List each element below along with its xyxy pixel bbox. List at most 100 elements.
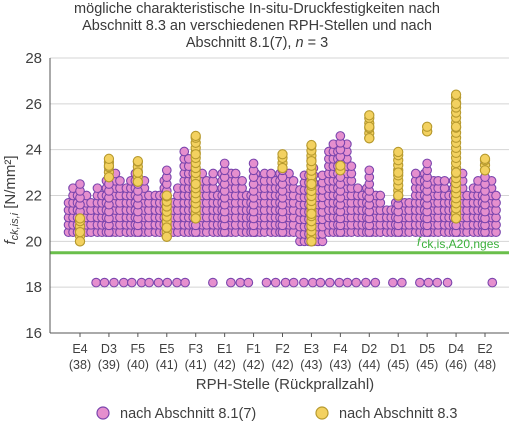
point-8-1	[179, 146, 190, 157]
x-tick-sublabel: (42)	[271, 358, 293, 372]
x-tick-sublabel: (42)	[242, 358, 264, 372]
x-tick-label: F3	[188, 342, 203, 356]
point-8-1	[439, 175, 450, 186]
point-8-3	[306, 155, 317, 167]
point-8-1-low	[288, 277, 299, 288]
point-8-1-low	[180, 277, 190, 288]
point-8-1-low	[153, 277, 164, 288]
x-tick-label: F1	[246, 342, 261, 356]
y-axis-label-base: f	[2, 239, 19, 245]
point-8-3	[335, 160, 346, 171]
point-8-1-low	[208, 277, 218, 288]
y-axis-label-unit: [N/mm²]	[2, 155, 19, 213]
y-tick-label: 28	[25, 50, 42, 67]
point-8-3	[277, 162, 288, 174]
x-tick-label: D4	[448, 342, 464, 356]
point-8-1-low	[442, 277, 453, 288]
chart-title-line3-var: n	[295, 35, 304, 51]
point-8-3	[450, 98, 462, 109]
point-8-3	[132, 176, 144, 187]
point-8-3	[450, 167, 462, 178]
point-8-3	[393, 190, 404, 201]
legend: nach Abschnitt 8.1(7) nach Abschnitt 8.3	[96, 406, 458, 422]
chart-title-line3: Abschnitt 8.1(7), n = 3	[0, 35, 514, 52]
x-tick-label: E1	[217, 342, 232, 356]
point-8-3	[479, 165, 491, 176]
point-8-3	[103, 153, 115, 164]
point-8-1-low	[99, 277, 110, 288]
point-8-3	[393, 167, 404, 178]
axes: 16 18 20 22 24 26 28 E4 (38) D3 (39) F5 (40) E5 (41) F3…	[25, 50, 509, 372]
x-tick-sublabel: (45)	[416, 358, 438, 372]
x-tick-label: E5	[159, 342, 174, 356]
point-8-1-low	[370, 277, 381, 288]
point-8-1-low	[243, 277, 254, 288]
point-8-1	[288, 175, 299, 186]
x-tick-sublabel: (38)	[69, 358, 91, 372]
point-8-1-low	[162, 277, 173, 288]
data-points	[63, 89, 501, 288]
point-8-3	[393, 146, 404, 158]
chart-title-line2: Abschnitt 8.3 an verschiedenen RPH-Stell…	[82, 18, 432, 34]
point-8-1-low	[235, 277, 246, 288]
point-8-3	[103, 172, 115, 183]
point-8-3	[277, 149, 288, 160]
point-8-3	[306, 139, 317, 151]
x-tick-label: F2	[275, 342, 290, 356]
point-8-3	[306, 236, 317, 247]
reference-line-label-base: f	[417, 235, 422, 249]
point-8-3	[364, 110, 375, 121]
x-tick-label: F4	[333, 342, 348, 356]
x-tick-label: E4	[72, 342, 87, 356]
point-8-3	[74, 236, 86, 247]
x-tick-label: D1	[390, 342, 406, 356]
x-tick-sublabel: (39)	[98, 358, 120, 372]
x-tick-sublabel: (48)	[474, 358, 496, 372]
y-axis-label-sub: ck,is,i	[9, 212, 21, 240]
point-8-1-low	[172, 277, 182, 288]
x-tick-sublabel: (45)	[387, 358, 409, 372]
x-tick-label: D3	[101, 342, 117, 356]
point-8-1	[219, 158, 230, 169]
point-8-1-low	[360, 277, 371, 288]
point-8-1	[346, 161, 357, 172]
point-8-3	[190, 213, 201, 224]
point-8-1-low	[315, 277, 326, 288]
point-8-1	[237, 175, 247, 186]
point-8-1	[115, 175, 125, 186]
point-8-1	[230, 168, 241, 179]
x-tick-label: F5	[131, 342, 146, 356]
x-tick-sublabel: (42)	[214, 358, 236, 372]
reference-line-label-sub: ck,is,A20,nges	[421, 237, 499, 251]
point-8-1	[422, 158, 432, 169]
point-8-1-low	[144, 277, 155, 288]
point-8-3	[364, 121, 375, 132]
point-8-3	[450, 89, 462, 100]
point-8-3	[132, 167, 144, 178]
x-tick-label: E2	[477, 342, 492, 356]
point-8-1-low	[342, 277, 353, 288]
point-8-3	[190, 149, 201, 160]
x-tick-sublabel: (43)	[329, 358, 351, 372]
x-tick-sublabel: (44)	[358, 358, 380, 372]
x-tick-label: D5	[419, 342, 435, 356]
point-8-3	[161, 190, 172, 201]
point-8-1	[208, 168, 219, 179]
point-8-1	[364, 165, 375, 176]
y-tick-label: 16	[25, 325, 42, 342]
point-8-1-low	[351, 277, 362, 288]
point-8-3	[132, 155, 144, 167]
point-8-3	[190, 130, 201, 142]
point-8-1-low	[126, 277, 137, 288]
y-tick-label: 20	[25, 233, 42, 250]
point-8-1-low	[324, 277, 335, 288]
point-8-1-low	[261, 277, 272, 288]
point-8-1-low	[270, 277, 281, 288]
x-tick-sublabel: (43)	[300, 358, 322, 372]
y-tick-label: 24	[25, 142, 42, 159]
x-axis-label: RPH-Stelle (Rückprallzahl)	[196, 376, 374, 393]
legend-marker-8-3	[315, 406, 329, 420]
point-8-1	[248, 158, 259, 169]
point-8-1-low	[91, 277, 101, 288]
reference-line-label: fck,is,A20,nges	[417, 235, 499, 251]
